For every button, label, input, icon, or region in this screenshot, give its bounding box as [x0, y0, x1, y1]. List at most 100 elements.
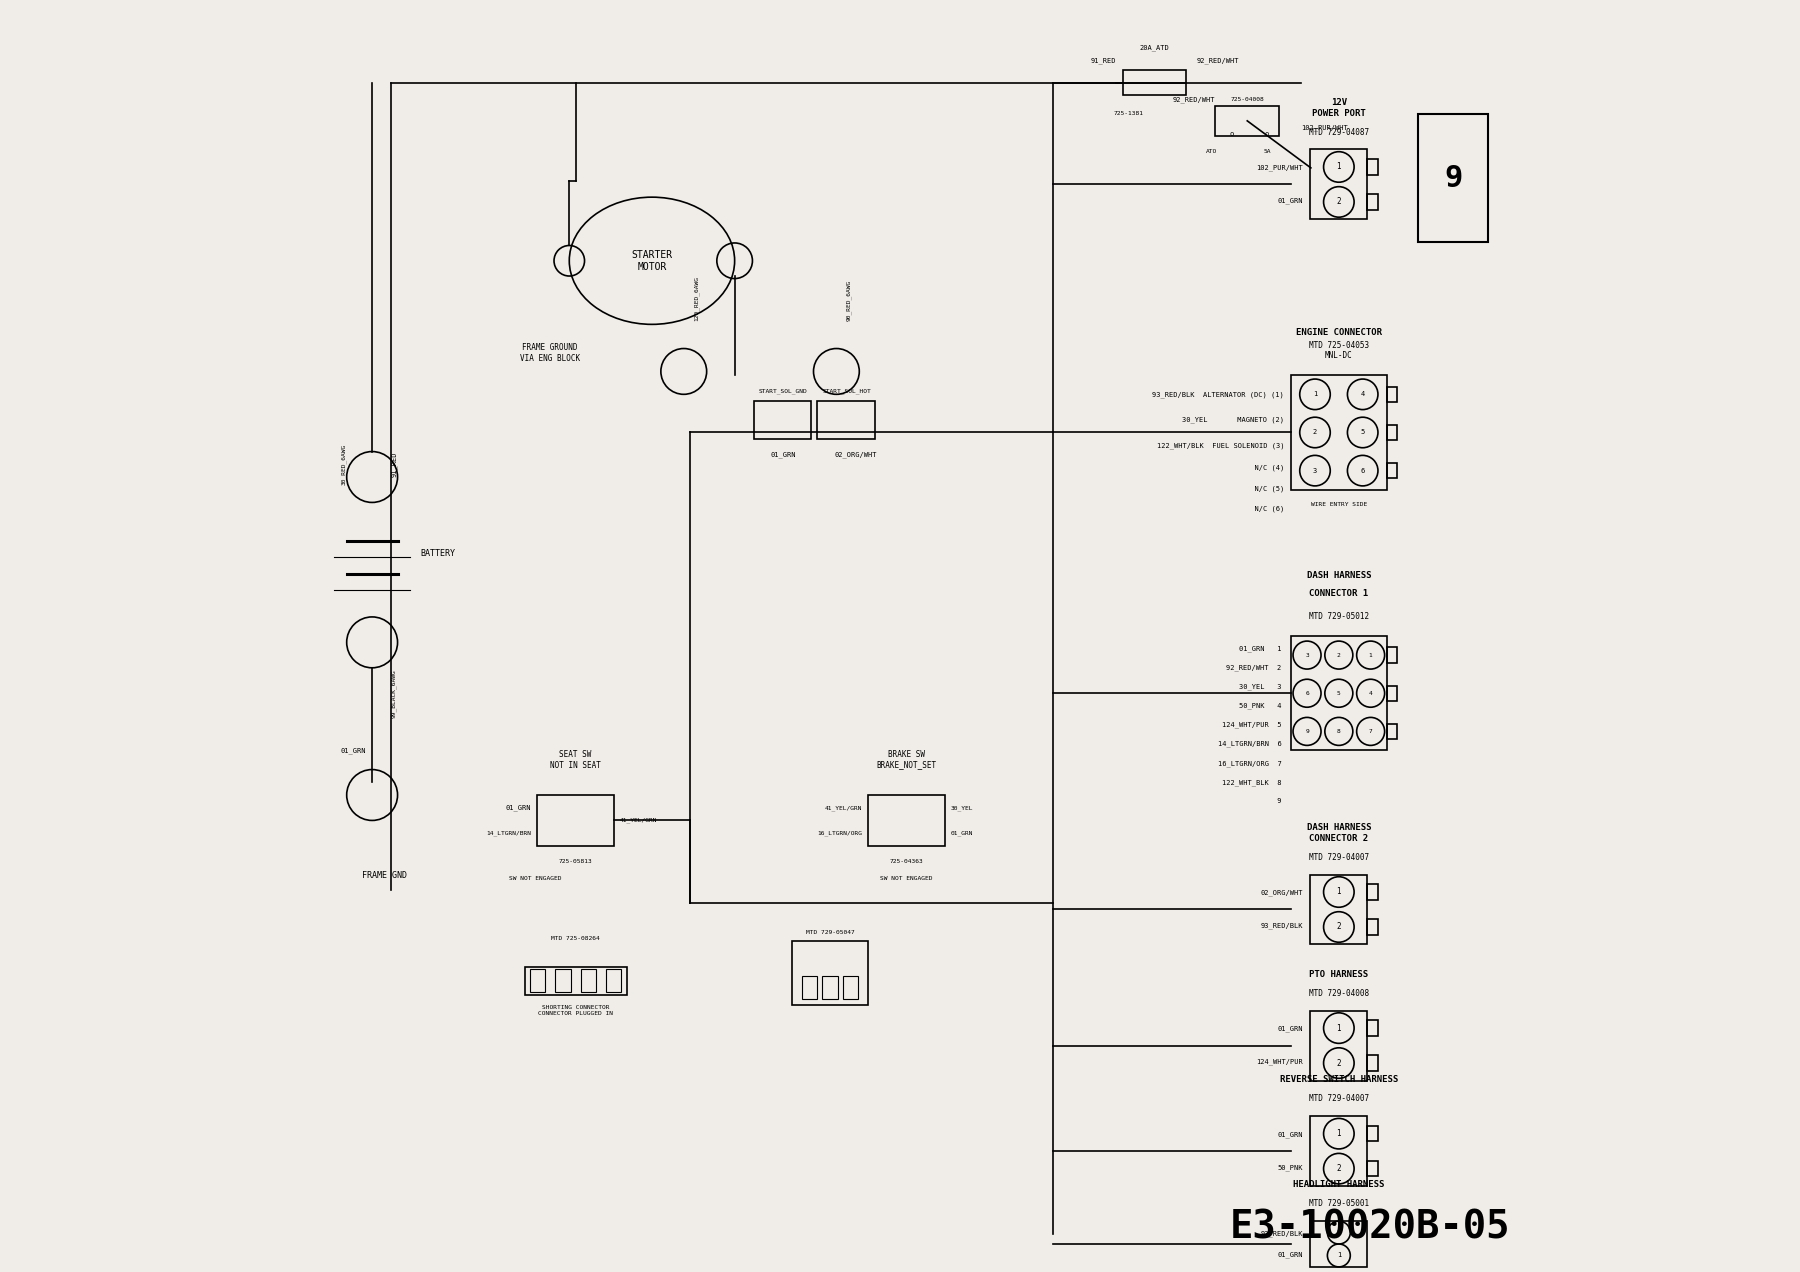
Text: N/C (6): N/C (6) — [1195, 505, 1283, 513]
Text: 1: 1 — [1337, 888, 1341, 897]
Text: 30_RED_6AWG: 30_RED_6AWG — [340, 444, 347, 485]
Text: STARTER
MOTOR: STARTER MOTOR — [632, 249, 673, 272]
Bar — [1368, 1161, 1377, 1177]
Text: 9: 9 — [1444, 164, 1463, 192]
Text: 102_PUR/WHT: 102_PUR/WHT — [1256, 164, 1303, 172]
Bar — [1368, 159, 1377, 174]
Bar — [1386, 387, 1397, 402]
Text: 1: 1 — [1337, 163, 1341, 172]
Text: N/C (5): N/C (5) — [1195, 485, 1283, 492]
Text: 91_RED: 91_RED — [391, 452, 398, 477]
Bar — [1368, 1056, 1377, 1071]
Bar — [554, 969, 571, 992]
Bar — [1418, 114, 1489, 242]
Text: START_SOL_GND: START_SOL_GND — [758, 389, 808, 394]
Text: 92_RED/WHT  2: 92_RED/WHT 2 — [1226, 664, 1282, 672]
Text: 30_YEL       MAGNETO (2): 30_YEL MAGNETO (2) — [1183, 416, 1283, 424]
Text: 01_GRN: 01_GRN — [1278, 1250, 1303, 1258]
Text: 7: 7 — [1368, 729, 1373, 734]
Text: 01_GRN   1: 01_GRN 1 — [1238, 645, 1282, 653]
Bar — [868, 795, 945, 846]
Text: 01_GRN: 01_GRN — [1278, 1025, 1303, 1033]
Bar — [1310, 1117, 1368, 1186]
Text: 1: 1 — [1368, 653, 1373, 658]
Text: 725-04363: 725-04363 — [889, 859, 923, 864]
Text: 93_RED/BLK: 93_RED/BLK — [1260, 922, 1303, 930]
Text: 9: 9 — [1222, 799, 1282, 804]
Text: ENGINE CONNECTOR: ENGINE CONNECTOR — [1296, 328, 1382, 337]
Text: 91_RED: 91_RED — [1091, 57, 1116, 64]
Bar — [1386, 647, 1397, 663]
Text: SEAT SW
NOT IN SEAT: SEAT SW NOT IN SEAT — [551, 750, 601, 770]
Text: 725-04008: 725-04008 — [1231, 97, 1264, 102]
Text: 2: 2 — [1312, 430, 1318, 435]
Text: 4: 4 — [1368, 691, 1373, 696]
Text: 01_GRN: 01_GRN — [1278, 1131, 1303, 1138]
Text: 4: 4 — [1361, 392, 1364, 397]
Text: 01_GRN: 01_GRN — [950, 831, 974, 836]
Text: 50_PNK   4: 50_PNK 4 — [1238, 702, 1282, 710]
Text: 1: 1 — [1337, 1253, 1341, 1258]
Text: 93_RED/BLK: 93_RED/BLK — [1260, 1230, 1303, 1238]
Text: CONNECTOR 1: CONNECTOR 1 — [1309, 589, 1368, 598]
Bar — [529, 969, 545, 992]
Text: 2: 2 — [1337, 1164, 1341, 1173]
Text: 92_RED/WHT: 92_RED/WHT — [1172, 97, 1215, 103]
Text: WIRE ENTRY SIDE: WIRE ENTRY SIDE — [1310, 502, 1366, 508]
Text: MTD 729-05001: MTD 729-05001 — [1309, 1199, 1370, 1208]
Text: DASH HARNESS
CONNECTOR 2: DASH HARNESS CONNECTOR 2 — [1307, 823, 1372, 842]
Text: 02_ORG/WHT: 02_ORG/WHT — [833, 452, 877, 458]
Text: 20A_ATD: 20A_ATD — [1139, 45, 1170, 51]
Bar — [1310, 1010, 1368, 1080]
Text: MTD 729-04008: MTD 729-04008 — [1309, 988, 1370, 997]
Bar — [526, 967, 626, 995]
Text: 122_WHT/BLK  FUEL SOLENOID (3): 122_WHT/BLK FUEL SOLENOID (3) — [1157, 441, 1283, 449]
Text: 41_YEL/GRN: 41_YEL/GRN — [824, 805, 862, 810]
Text: SW NOT ENGAGED: SW NOT ENGAGED — [509, 876, 562, 881]
Bar — [792, 941, 868, 1005]
Text: HEADLIGHT HARNESS: HEADLIGHT HARNESS — [1292, 1180, 1384, 1189]
Text: 9: 9 — [1305, 729, 1309, 734]
Text: 102_PUR/WHT: 102_PUR/WHT — [1301, 123, 1348, 131]
Bar — [1291, 636, 1386, 750]
Text: 01_GRN: 01_GRN — [1278, 197, 1303, 205]
Text: 14_LTGRN/BRN: 14_LTGRN/BRN — [486, 831, 531, 836]
Text: 90_RED_6AWG: 90_RED_6AWG — [846, 280, 851, 321]
Text: 725-05813: 725-05813 — [558, 859, 592, 864]
Text: 5A: 5A — [1264, 149, 1271, 154]
Bar — [607, 969, 621, 992]
Text: BATTERY: BATTERY — [421, 548, 455, 558]
Text: 2: 2 — [1337, 653, 1341, 658]
Text: 120_RED_6AWG: 120_RED_6AWG — [693, 276, 698, 321]
Bar — [1310, 875, 1368, 944]
Text: 30_YEL: 30_YEL — [950, 805, 974, 810]
Text: 5: 5 — [1361, 430, 1364, 435]
Text: 725-1381: 725-1381 — [1114, 111, 1145, 116]
Bar — [581, 969, 596, 992]
Text: 1: 1 — [1312, 392, 1318, 397]
Bar — [842, 976, 859, 999]
Text: ATO: ATO — [1206, 149, 1217, 154]
Bar — [1368, 884, 1377, 899]
Text: 3: 3 — [1312, 468, 1318, 473]
Text: 92_RED/WHT: 92_RED/WHT — [1197, 57, 1238, 64]
Text: 124_WHT/PUR  5: 124_WHT/PUR 5 — [1222, 721, 1282, 729]
Text: MTD 725-08264: MTD 725-08264 — [551, 936, 599, 941]
Text: 6: 6 — [1305, 691, 1309, 696]
Bar — [1368, 920, 1377, 935]
Text: 122_WHT_BLK  8: 122_WHT_BLK 8 — [1222, 778, 1282, 786]
Text: 14_LTGRN/BRN  6: 14_LTGRN/BRN 6 — [1219, 740, 1282, 748]
Text: FRAME GND: FRAME GND — [362, 871, 407, 880]
Text: PTO HARNESS: PTO HARNESS — [1309, 969, 1368, 979]
Text: 2: 2 — [1337, 197, 1341, 206]
Text: 50_PNK: 50_PNK — [1278, 1164, 1303, 1172]
Text: 6: 6 — [1361, 468, 1364, 473]
Bar — [1291, 375, 1386, 490]
Text: 2: 2 — [1337, 1230, 1341, 1235]
Text: E3-10020B-05: E3-10020B-05 — [1229, 1208, 1510, 1247]
Text: 1: 1 — [1337, 1130, 1341, 1138]
Text: 99_BLACK_6AWG: 99_BLACK_6AWG — [391, 669, 396, 717]
Bar — [817, 401, 875, 439]
Text: SHORTING CONNECTOR
CONNECTOR PLUGGED IN: SHORTING CONNECTOR CONNECTOR PLUGGED IN — [538, 1005, 614, 1015]
Text: MTD 725-04053
MNL-DC: MTD 725-04053 MNL-DC — [1309, 341, 1370, 360]
